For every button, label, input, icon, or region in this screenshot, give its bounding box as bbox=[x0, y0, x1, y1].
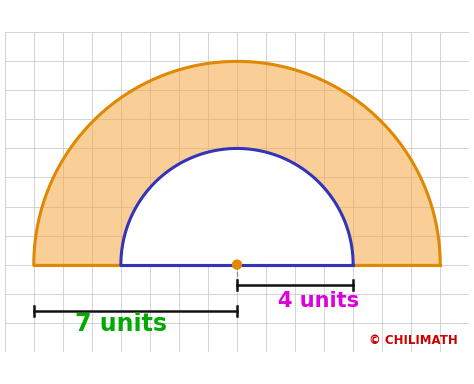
Text: 7 units: 7 units bbox=[75, 312, 167, 336]
Polygon shape bbox=[34, 61, 440, 265]
Text: 4 units: 4 units bbox=[278, 291, 359, 311]
Point bbox=[233, 262, 241, 268]
Polygon shape bbox=[121, 149, 353, 265]
Text: © CHILIMATH: © CHILIMATH bbox=[369, 334, 457, 347]
